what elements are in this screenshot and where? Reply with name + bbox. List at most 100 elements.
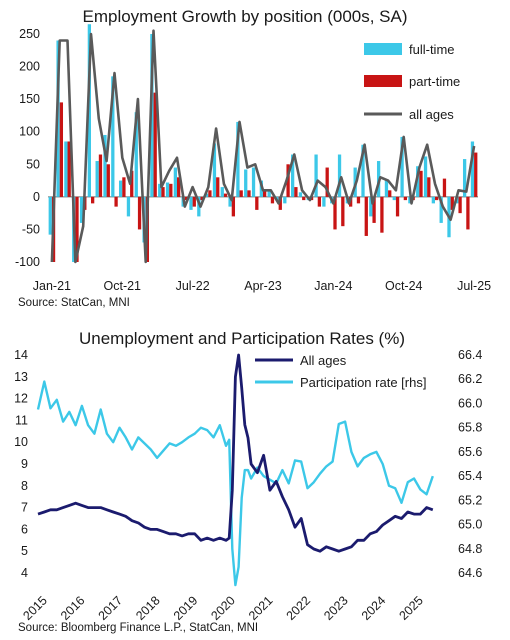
part-time-bar <box>270 196 275 204</box>
full-time-bar <box>126 196 131 217</box>
y2-tick-label: 65.2 <box>458 493 482 507</box>
part-time-bar <box>403 196 408 201</box>
x-tick-label: Jul-22 <box>176 279 210 293</box>
part-time-bar <box>161 187 165 197</box>
full-time-bar <box>236 121 240 197</box>
full-time-bar <box>361 144 365 197</box>
y-tick-label: 11 <box>15 413 28 427</box>
y-tick-label: 10 <box>14 435 28 449</box>
part-time-bar <box>153 92 157 197</box>
part-time-bar <box>450 196 454 210</box>
part-time-bar <box>302 196 306 201</box>
y-tick-label: 14 <box>14 348 28 362</box>
full-time-bar <box>251 167 256 197</box>
part-time-bar <box>114 196 118 207</box>
part-time-bar <box>122 177 126 197</box>
full-time-bar <box>470 141 475 197</box>
legend-label-participation: Participation rate [rhs] <box>300 375 426 390</box>
full-time-bar <box>290 154 295 197</box>
y-tick-label: -50 <box>22 222 40 236</box>
part-time-bar <box>380 196 384 233</box>
full-time-bar <box>173 167 177 197</box>
full-time-bar <box>322 196 326 207</box>
part-time-bar <box>263 190 267 197</box>
participation-rate-line <box>36 380 434 587</box>
part-time-bar <box>208 190 212 197</box>
x-tick-label: 2016 <box>58 593 88 623</box>
y-tick-label: 12 <box>14 392 28 406</box>
part-time-bar <box>247 190 251 197</box>
x-tick-label: 2025 <box>396 593 426 623</box>
part-time-bar <box>442 178 447 197</box>
part-time-bar <box>177 177 181 197</box>
chart-source: Source: Bloomberg Finance L.P., StatCan,… <box>18 622 258 634</box>
part-time-bar <box>294 187 298 197</box>
part-time-bar <box>106 164 110 197</box>
x-tick-label: Jan-24 <box>314 279 352 293</box>
y2-tick-label: 65.4 <box>458 469 482 483</box>
full-time-bar <box>204 193 209 197</box>
part-time-bar <box>216 177 220 197</box>
full-time-bar <box>134 112 138 197</box>
part-time-bar <box>364 196 368 236</box>
legend-swatch-full-time <box>364 43 402 55</box>
y-tick-label: 150 <box>19 92 40 106</box>
y2-tick-label: 64.6 <box>458 566 482 580</box>
chart-source: Source: StatCan, MNI <box>18 297 130 309</box>
part-time-bar <box>388 190 392 197</box>
full-time-bar <box>103 134 107 197</box>
part-time-bar <box>466 196 470 230</box>
full-time-bar <box>165 182 170 197</box>
full-time-bar <box>79 196 84 223</box>
legend-label-all-ages: All ages <box>300 353 347 368</box>
part-time-bar <box>458 196 462 214</box>
x-tick-label: 2019 <box>171 593 201 623</box>
part-time-bar <box>474 152 478 197</box>
part-time-bar <box>169 183 173 197</box>
part-time-bar <box>137 196 142 230</box>
full-time-bar <box>314 154 318 197</box>
part-time-bar <box>395 196 400 217</box>
all-ages-line <box>50 29 476 264</box>
part-time-bar <box>67 141 71 197</box>
part-time-bar <box>419 170 423 197</box>
full-time-bar <box>298 192 303 197</box>
right-y-axis: 66.4 66.2 66.0 65.8 65.6 65.4 65.2 65.0 64.8 64.6 <box>458 348 482 580</box>
part-time-bar <box>75 196 79 262</box>
x-tick-label: 2021 <box>246 593 276 623</box>
chart-title: Unemployment and Participation Rates (%) <box>79 329 405 348</box>
x-tick-label: 2024 <box>359 593 389 623</box>
x-tick-label: Jul-25 <box>457 279 491 293</box>
legend-label-part-time: part-time <box>409 74 460 89</box>
x-tick-label: 2015 <box>20 593 50 623</box>
employment-growth-chart: Employment Growth by position (000s, SA)… <box>15 7 491 309</box>
x-tick-label: 2017 <box>96 593 126 623</box>
y-tick-label: 200 <box>19 60 40 74</box>
full-time-bar <box>220 187 224 197</box>
part-time-bar <box>239 190 243 197</box>
full-time-bar <box>228 196 232 207</box>
y2-tick-label: 66.2 <box>458 372 482 386</box>
x-tick-label: Apr-23 <box>244 279 282 293</box>
full-time-bar <box>111 76 115 197</box>
y-tick-label: 6 <box>21 522 28 536</box>
full-time-bar <box>189 196 193 210</box>
y-tick-label: 13 <box>14 370 28 384</box>
full-time-bar <box>48 196 52 235</box>
part-time-bar <box>333 196 337 230</box>
x-tick-label: Jan-21 <box>33 279 71 293</box>
unemployment-rate-line <box>37 353 434 553</box>
part-time-bar <box>91 196 95 204</box>
y2-tick-label: 65.6 <box>458 445 482 459</box>
x-tick-label: 2020 <box>208 593 238 623</box>
y-tick-label: 8 <box>21 479 28 493</box>
legend-label-all-ages: all ages <box>409 107 454 122</box>
y2-tick-label: 66.4 <box>458 348 482 362</box>
line-series-group <box>36 353 434 587</box>
x-tick-label: 2018 <box>133 593 163 623</box>
full-time-bar <box>158 183 162 197</box>
part-time-bar <box>98 154 103 197</box>
x-tick-label: 2022 <box>284 593 314 623</box>
unemployment-participation-chart: Unemployment and Participation Rates (%)… <box>14 329 482 634</box>
